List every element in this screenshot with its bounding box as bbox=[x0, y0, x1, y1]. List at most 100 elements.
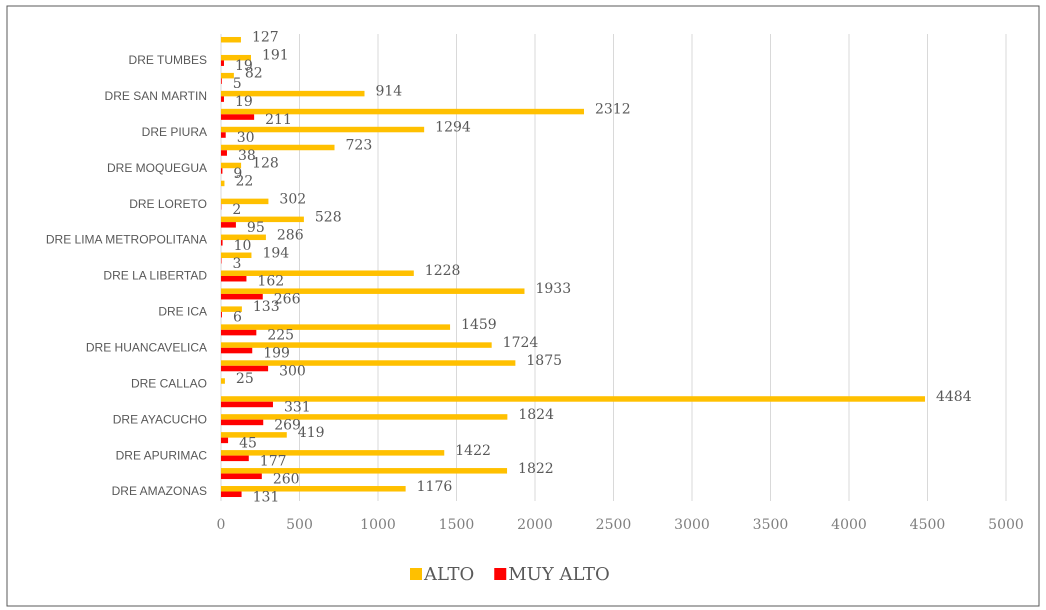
bar bbox=[221, 96, 224, 102]
bar bbox=[221, 234, 266, 241]
bar bbox=[221, 473, 262, 480]
value-label: 286 bbox=[277, 227, 304, 243]
bar bbox=[221, 132, 226, 138]
x-tick-label: 4500 bbox=[910, 517, 946, 533]
y-tick-label: DRE LORETO bbox=[129, 197, 207, 211]
bar bbox=[221, 275, 247, 282]
value-label: 1294 bbox=[435, 120, 471, 136]
bar bbox=[221, 54, 251, 61]
bar bbox=[221, 198, 269, 205]
bar bbox=[221, 360, 516, 366]
value-label: 1822 bbox=[518, 461, 554, 477]
x-tick-label: 3000 bbox=[674, 517, 710, 533]
value-label: 266 bbox=[274, 292, 301, 308]
bar bbox=[221, 437, 229, 444]
value-label: 5 bbox=[233, 76, 242, 92]
value-label: 95 bbox=[247, 220, 265, 236]
bar bbox=[221, 432, 287, 438]
value-label: 6 bbox=[233, 310, 242, 326]
value-label: 1724 bbox=[503, 335, 539, 351]
bar bbox=[221, 90, 365, 97]
value-label: 1933 bbox=[535, 281, 571, 297]
y-tick-label: DRE SAN MARTIN bbox=[105, 89, 207, 103]
y-tick-label: DRE PIURA bbox=[142, 125, 207, 139]
value-label: 131 bbox=[253, 489, 280, 505]
y-tick-label: DRE ICA bbox=[158, 305, 207, 319]
legend-label: MUY ALTO bbox=[508, 564, 609, 585]
value-label: 211 bbox=[265, 112, 292, 128]
bar bbox=[221, 240, 223, 246]
bar bbox=[221, 324, 451, 330]
bar bbox=[221, 252, 252, 259]
bar bbox=[221, 378, 225, 384]
chart-frame bbox=[6, 5, 1040, 607]
bar bbox=[221, 455, 249, 462]
value-label: 133 bbox=[253, 299, 280, 315]
value-label: 194 bbox=[262, 245, 289, 261]
value-label: 1228 bbox=[425, 263, 461, 279]
x-tick-label: 0 bbox=[217, 517, 226, 533]
value-label: 10 bbox=[234, 238, 252, 254]
bar bbox=[221, 36, 241, 43]
x-tick-label: 4000 bbox=[831, 517, 867, 533]
value-label: 1459 bbox=[461, 317, 497, 333]
y-tick-label: DRE APURIMAC bbox=[116, 448, 208, 462]
value-label: 9 bbox=[233, 166, 242, 182]
value-label: 914 bbox=[375, 84, 402, 100]
y-tick-label: DRE LA LIBERTAD bbox=[103, 269, 207, 283]
x-tick-label: 5000 bbox=[988, 517, 1024, 533]
bar bbox=[221, 108, 584, 115]
bar bbox=[221, 162, 242, 169]
bar bbox=[221, 311, 222, 318]
bar bbox=[221, 293, 263, 300]
bar bbox=[221, 60, 224, 66]
value-label: 25 bbox=[236, 371, 254, 387]
legend-label: ALTO bbox=[423, 564, 474, 585]
value-label: 128 bbox=[252, 155, 279, 171]
bar bbox=[221, 450, 445, 456]
x-tick-label: 3500 bbox=[753, 517, 789, 533]
value-label: 45 bbox=[239, 435, 257, 451]
value-label: 1824 bbox=[518, 407, 554, 423]
value-label: 2 bbox=[232, 202, 241, 218]
bar bbox=[221, 365, 269, 372]
bar bbox=[221, 150, 227, 156]
x-tick-label: 1500 bbox=[439, 517, 475, 533]
y-tick-label: DRE MOQUEGUA bbox=[107, 161, 207, 175]
value-label: 723 bbox=[346, 138, 373, 154]
value-label: 225 bbox=[267, 328, 294, 344]
value-label: 127 bbox=[252, 30, 279, 46]
value-label: 419 bbox=[298, 425, 325, 441]
y-tick-label: DRE TUMBES bbox=[129, 53, 207, 67]
bar bbox=[221, 270, 414, 276]
bar bbox=[221, 288, 525, 294]
y-tick-label: DRE CALLAO bbox=[131, 376, 207, 390]
bar bbox=[221, 347, 253, 354]
x-tick-label: 1000 bbox=[360, 517, 396, 533]
value-label: 162 bbox=[257, 274, 284, 290]
y-tick-label: DRE AMAZONAS bbox=[112, 484, 207, 498]
bar bbox=[221, 306, 242, 312]
bar bbox=[221, 216, 304, 223]
bar bbox=[221, 419, 264, 426]
bar bbox=[221, 144, 335, 151]
value-label: 1176 bbox=[417, 479, 453, 495]
y-tick-label: DRE LIMA METROPOLITANA bbox=[46, 233, 207, 247]
bar bbox=[221, 168, 223, 174]
value-label: 38 bbox=[238, 148, 256, 164]
value-label: 2312 bbox=[595, 102, 631, 118]
value-label: 177 bbox=[260, 453, 287, 469]
value-label: 269 bbox=[274, 417, 301, 433]
value-label: 19 bbox=[235, 94, 253, 110]
value-label: 260 bbox=[273, 471, 300, 487]
bar bbox=[221, 180, 225, 187]
bar bbox=[221, 78, 222, 84]
y-tick-label: DRE AYACUCHO bbox=[113, 412, 207, 426]
x-tick-label: 500 bbox=[286, 517, 313, 533]
bar bbox=[221, 329, 257, 336]
value-label: 19 bbox=[235, 58, 253, 74]
bar bbox=[221, 72, 234, 79]
x-tick-label: 2500 bbox=[596, 517, 632, 533]
bar bbox=[221, 126, 425, 133]
